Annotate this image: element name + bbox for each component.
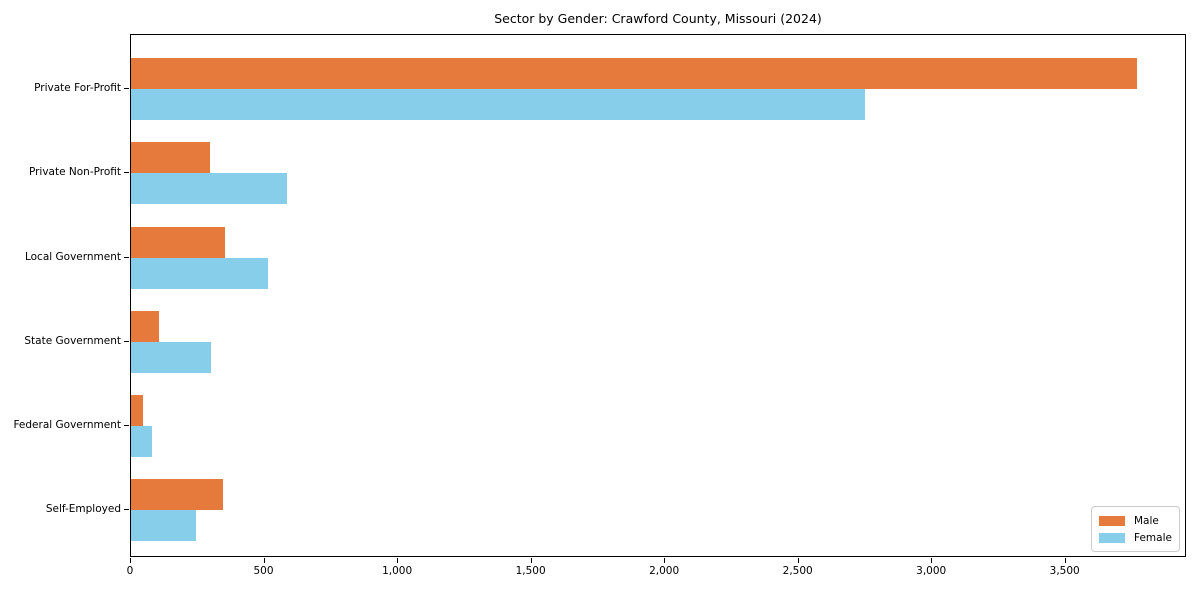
y-tick-private-for-profit <box>124 88 129 89</box>
bar-female-private-for-profit <box>131 89 865 120</box>
bar-male-private-non-profit <box>131 142 211 173</box>
y-tick-label-state-government: State Government <box>24 335 121 347</box>
legend-swatch-female <box>1099 533 1125 544</box>
y-tick-self-employed <box>124 509 129 510</box>
x-tick-label-500: 500 <box>253 565 274 577</box>
x-tick-1500 <box>530 558 532 563</box>
bar-female-self-employed <box>131 510 196 541</box>
x-tick-2000 <box>664 558 666 563</box>
y-tick-federal-government <box>124 425 129 426</box>
x-tick-label-2500: 2,500 <box>782 565 813 577</box>
bar-male-local-government <box>131 227 225 258</box>
y-tick-label-self-employed: Self-Employed <box>45 503 121 515</box>
bar-male-federal-government <box>131 395 143 426</box>
plot-area <box>130 34 1186 557</box>
bar-male-state-government <box>131 311 159 342</box>
legend-item-male: Male <box>1099 512 1171 529</box>
bar-female-federal-government <box>131 426 153 457</box>
bar-female-private-non-profit <box>131 173 287 204</box>
x-tick-label-1500: 1,500 <box>515 565 546 577</box>
x-tick-label-2000: 2,000 <box>649 565 680 577</box>
x-tick-label-1000: 1,000 <box>382 565 413 577</box>
legend-item-female: Female <box>1099 530 1172 547</box>
x-tick-label-0: 0 <box>126 565 134 577</box>
x-tick-3500 <box>1064 558 1066 563</box>
y-tick-private-non-profit <box>124 172 129 173</box>
bar-male-private-for-profit <box>131 58 1137 89</box>
x-tick-label-3500: 3,500 <box>1049 565 1080 577</box>
x-tick-1000 <box>397 558 399 563</box>
legend-label-male: Male <box>1134 514 1159 527</box>
legend: Male Female <box>1091 506 1180 552</box>
bar-female-local-government <box>131 258 268 289</box>
y-tick-label-private-for-profit: Private For-Profit <box>34 82 121 94</box>
x-tick-0 <box>130 558 131 563</box>
legend-swatch-male <box>1099 515 1125 526</box>
x-tick-500 <box>263 558 265 563</box>
x-tick-label-3000: 3,000 <box>916 565 947 577</box>
chart-title: Sector by Gender: Crawford County, Misso… <box>494 11 822 26</box>
y-tick-label-private-non-profit: Private Non-Profit <box>28 166 121 178</box>
x-tick-2500 <box>797 558 799 563</box>
x-tick-3000 <box>931 558 933 563</box>
bar-male-self-employed <box>131 479 223 510</box>
y-tick-state-government <box>124 341 129 342</box>
y-tick-local-government <box>124 257 129 258</box>
bar-female-state-government <box>131 342 212 373</box>
y-tick-label-local-government: Local Government <box>24 251 121 263</box>
legend-label-female: Female <box>1134 532 1172 545</box>
y-tick-label-federal-government: Federal Government <box>13 419 121 431</box>
